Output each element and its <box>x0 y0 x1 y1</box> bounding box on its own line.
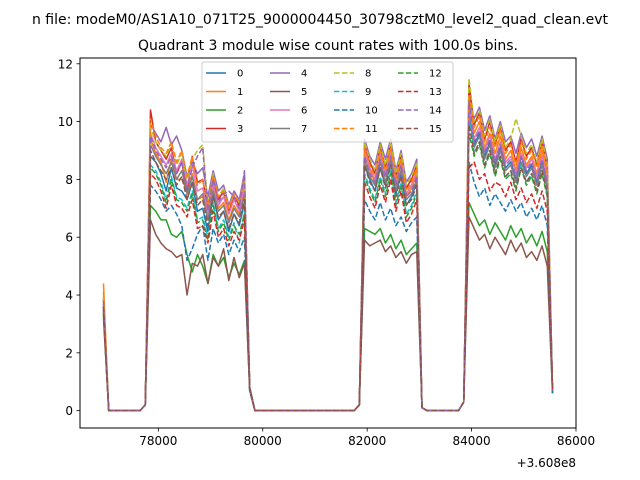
x-tick-label: 86000 <box>557 434 595 448</box>
y-tick-label: 8 <box>65 173 73 187</box>
legend-label-9: 9 <box>365 87 371 98</box>
x-tick-label: 78000 <box>139 434 177 448</box>
legend-label-15: 15 <box>429 124 442 135</box>
x-axis-offset-label: +3.608e8 <box>517 456 576 470</box>
y-tick-label: 4 <box>65 289 73 303</box>
legend-label-14: 14 <box>429 106 442 117</box>
y-tick-label: 0 <box>65 404 73 418</box>
legend-label-13: 13 <box>429 87 442 98</box>
series-lines <box>102 77 554 412</box>
x-tick-label: 80000 <box>244 434 282 448</box>
x-axis: 78000 80000 82000 84000 86000 <box>139 428 595 448</box>
legend-label-10: 10 <box>365 106 378 117</box>
chart-title: Quadrant 3 module wise count rates with … <box>138 38 518 54</box>
legend-label-3: 3 <box>237 124 243 135</box>
y-axis: 0 2 4 6 8 10 12 <box>58 57 80 418</box>
axes-frame <box>79 57 577 429</box>
legend-label-2: 2 <box>237 106 243 117</box>
series-line-15 <box>102 123 554 412</box>
y-tick-label: 6 <box>65 231 73 245</box>
y-tick-label: 2 <box>65 346 73 360</box>
legend-label-8: 8 <box>365 69 371 80</box>
legend-label-12: 12 <box>429 69 442 80</box>
legend-label-7: 7 <box>301 124 307 135</box>
legend-label-6: 6 <box>301 106 307 117</box>
legend-box <box>201 61 454 143</box>
y-tick-label: 10 <box>58 115 73 129</box>
legend-label-5: 5 <box>301 87 307 98</box>
x-tick-label: 84000 <box>452 434 490 448</box>
x-tick-label: 82000 <box>348 434 386 448</box>
legend-label-0: 0 <box>237 69 243 80</box>
y-tick-label: 12 <box>58 57 73 71</box>
legend-label-1: 1 <box>237 87 243 98</box>
figure-suptitle: n file: modeM0/AS1A10_071T25_9000004450_… <box>32 12 609 28</box>
legend-label-4: 4 <box>301 69 307 80</box>
legend-label-11: 11 <box>365 124 378 135</box>
